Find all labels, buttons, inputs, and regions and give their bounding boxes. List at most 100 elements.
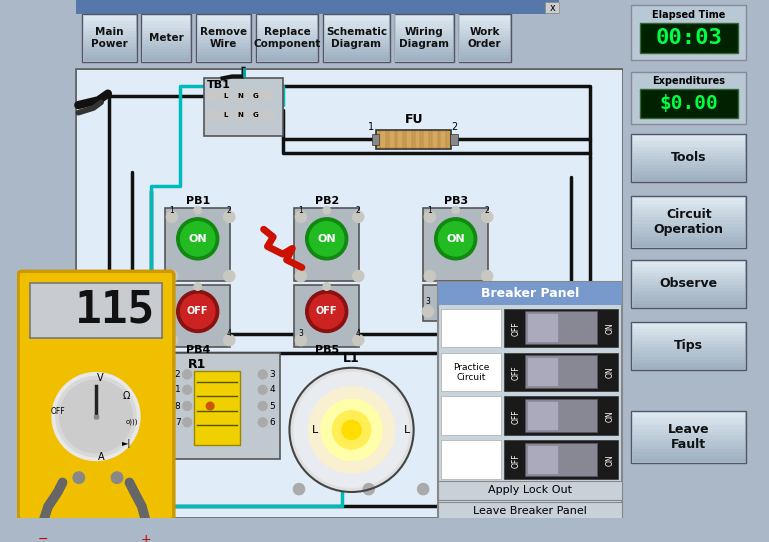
Circle shape: [477, 306, 488, 317]
Bar: [197, 34, 250, 37]
Bar: [545, 2, 559, 14]
Text: Circuit
Operation: Circuit Operation: [654, 208, 724, 236]
Text: OFF: OFF: [511, 453, 521, 468]
Bar: [197, 37, 250, 40]
Bar: [257, 37, 317, 40]
Bar: [460, 21, 510, 25]
Bar: [406, 131, 411, 148]
Bar: [83, 49, 135, 53]
Bar: [395, 28, 453, 31]
Text: PB4: PB4: [185, 345, 210, 354]
Bar: [441, 396, 501, 435]
Circle shape: [177, 291, 218, 332]
Bar: [632, 442, 745, 446]
Bar: [94, 415, 98, 418]
Bar: [295, 208, 359, 281]
Bar: [142, 21, 190, 25]
Bar: [504, 441, 618, 479]
Bar: [632, 363, 745, 366]
Text: ON: ON: [188, 234, 207, 244]
Bar: [324, 15, 389, 61]
Bar: [632, 422, 745, 425]
Text: N: N: [365, 425, 373, 435]
Bar: [395, 58, 453, 62]
Bar: [632, 244, 745, 248]
Text: 2: 2: [227, 205, 231, 215]
Bar: [380, 131, 386, 148]
Circle shape: [342, 421, 361, 440]
Bar: [504, 308, 618, 347]
Bar: [632, 177, 745, 181]
Text: N: N: [238, 93, 244, 99]
Bar: [324, 15, 389, 19]
Bar: [632, 282, 745, 286]
Bar: [458, 14, 511, 62]
Text: 3: 3: [169, 329, 175, 338]
Text: G: G: [252, 93, 258, 99]
Bar: [632, 439, 745, 443]
Text: 3: 3: [298, 329, 303, 338]
Bar: [632, 210, 745, 214]
Bar: [76, 69, 623, 518]
Bar: [632, 241, 745, 244]
Bar: [395, 30, 453, 34]
Bar: [324, 21, 389, 25]
Text: ON: ON: [606, 367, 615, 378]
Circle shape: [293, 483, 305, 495]
Text: 1: 1: [368, 122, 374, 132]
Bar: [632, 432, 745, 436]
Text: Apply Lock Out: Apply Lock Out: [488, 485, 571, 495]
Text: $0.00: $0.00: [659, 94, 718, 113]
Circle shape: [224, 270, 235, 282]
Bar: [142, 24, 190, 28]
Text: 8: 8: [175, 402, 181, 410]
Bar: [632, 144, 745, 147]
Bar: [460, 43, 510, 46]
Circle shape: [258, 370, 268, 379]
Bar: [528, 313, 558, 342]
Circle shape: [224, 211, 235, 223]
Circle shape: [206, 90, 218, 101]
Bar: [394, 14, 454, 62]
Bar: [460, 18, 510, 22]
Text: 4: 4: [356, 329, 361, 338]
Bar: [632, 267, 745, 270]
Bar: [170, 353, 280, 459]
Bar: [395, 43, 453, 46]
Bar: [142, 40, 190, 43]
Bar: [525, 443, 597, 476]
Circle shape: [182, 401, 192, 411]
Text: Remove
Wire: Remove Wire: [200, 28, 247, 49]
Text: 1: 1: [175, 385, 181, 394]
Text: x: x: [549, 3, 555, 12]
Text: ON: ON: [606, 323, 615, 334]
Bar: [632, 323, 745, 369]
Bar: [632, 197, 745, 248]
Bar: [389, 131, 394, 148]
Bar: [631, 411, 746, 463]
Bar: [504, 352, 618, 391]
Circle shape: [264, 90, 275, 101]
Text: OFF: OFF: [511, 321, 521, 336]
Circle shape: [182, 417, 192, 427]
Bar: [83, 21, 135, 25]
Bar: [142, 58, 190, 62]
Bar: [395, 18, 453, 22]
Circle shape: [352, 334, 364, 346]
Circle shape: [194, 283, 201, 291]
Bar: [78, 70, 622, 517]
Circle shape: [177, 218, 218, 260]
Bar: [142, 28, 190, 31]
Circle shape: [295, 372, 409, 487]
Circle shape: [235, 109, 246, 120]
Circle shape: [249, 90, 261, 101]
Bar: [632, 171, 745, 175]
Text: 1: 1: [428, 205, 432, 215]
Bar: [438, 282, 622, 305]
Bar: [632, 366, 745, 369]
Circle shape: [235, 90, 246, 101]
Bar: [197, 24, 250, 28]
Circle shape: [258, 417, 268, 427]
Bar: [632, 207, 745, 211]
Text: 7: 7: [175, 418, 181, 427]
